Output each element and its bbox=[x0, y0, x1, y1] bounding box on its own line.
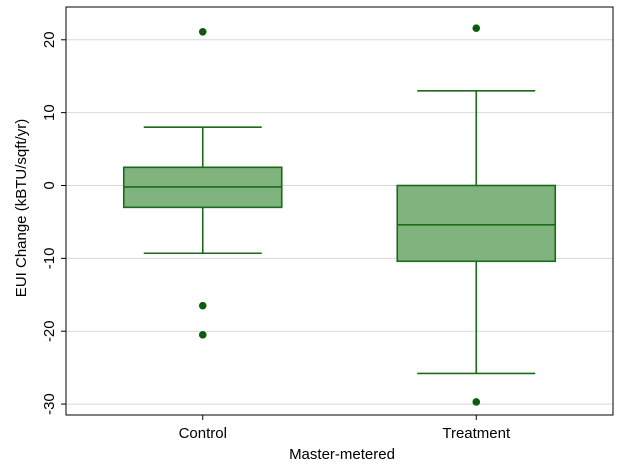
y-tick-label: -10 bbox=[41, 248, 58, 270]
y-tick-label: 0 bbox=[41, 181, 58, 189]
box-treatment bbox=[396, 24, 557, 406]
outlier-point bbox=[198, 27, 207, 36]
outlier-point bbox=[472, 24, 481, 32]
outlier-point bbox=[198, 301, 207, 310]
y-tick-label: 20 bbox=[41, 31, 58, 48]
y-axis-title: EUI Change (kBTU/sqft/yr) bbox=[13, 119, 30, 297]
outlier-point bbox=[198, 331, 207, 339]
x-axis-title: Master-metered bbox=[289, 446, 395, 463]
plot-frame bbox=[65, 6, 614, 416]
box-series bbox=[122, 24, 557, 406]
outlier-point bbox=[472, 398, 481, 406]
iqr-box bbox=[396, 184, 557, 263]
y-tick-label: -30 bbox=[41, 393, 58, 415]
y-axis: -30 -20 -10 0 10 20 bbox=[41, 6, 614, 416]
box-control bbox=[122, 27, 283, 339]
y-tick-label: 10 bbox=[41, 104, 58, 121]
x-axis: Control Treatment bbox=[179, 415, 511, 442]
x-tick-label: Control bbox=[179, 425, 227, 442]
y-tick-label: -20 bbox=[41, 320, 58, 342]
x-tick-label: Treatment bbox=[442, 425, 511, 442]
